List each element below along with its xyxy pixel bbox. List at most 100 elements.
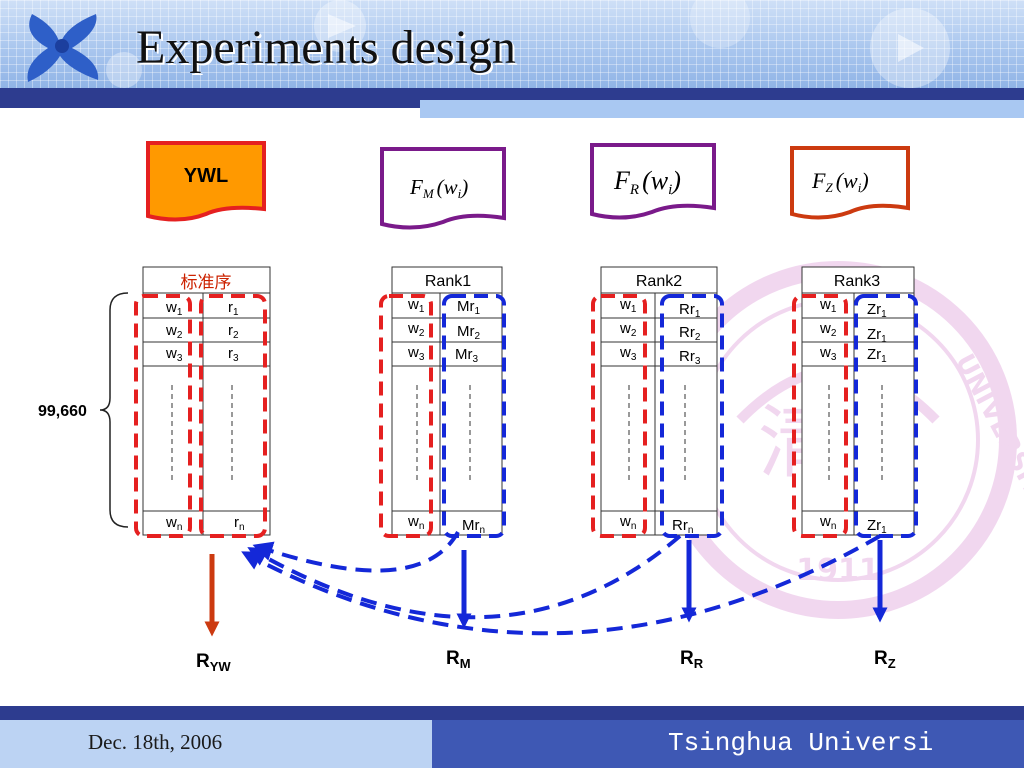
std-wn-sub: n bbox=[177, 522, 183, 533]
std-w2: w bbox=[165, 322, 177, 339]
rank1-w-dashed-frame bbox=[379, 294, 433, 538]
decor-circle bbox=[690, 0, 750, 48]
header-banner bbox=[0, 0, 1024, 90]
svg-text:r3: r3 bbox=[228, 345, 239, 364]
fm-arg: (w bbox=[437, 175, 458, 199]
rank2-table: Rank2 w1 Rr1 w2 Rr2 w3 Rr3 wn Rrn bbox=[591, 266, 724, 538]
svg-text:Mr2: Mr2 bbox=[457, 323, 481, 342]
fz-source-box: FZ (wi) bbox=[790, 146, 910, 220]
fm-func: F bbox=[409, 175, 423, 199]
std-w2-sub: 2 bbox=[177, 330, 183, 341]
svg-text:w1: w1 bbox=[407, 296, 425, 315]
svg-text:wn: wn bbox=[407, 513, 424, 532]
header-decoration bbox=[27, 0, 950, 88]
svg-text:Zr1: Zr1 bbox=[867, 346, 887, 365]
svg-text:r1: r1 bbox=[228, 299, 239, 318]
std-w1: w bbox=[165, 299, 177, 316]
decor-play-icon bbox=[328, 14, 356, 38]
svg-text:Zr1: Zr1 bbox=[867, 517, 887, 536]
result-rr: RR bbox=[680, 648, 704, 671]
fr-sub: R bbox=[629, 182, 639, 198]
std-r-dashed-frame bbox=[199, 294, 267, 538]
svg-text:Zr1: Zr1 bbox=[867, 301, 887, 320]
svg-text:wn: wn bbox=[819, 513, 836, 532]
std-header: 标准序 bbox=[181, 273, 232, 292]
svg-text:w3: w3 bbox=[619, 344, 637, 363]
svg-text:w3: w3 bbox=[165, 345, 183, 364]
row-count-brace: 99,660 bbox=[38, 292, 129, 528]
fz-func: F bbox=[811, 168, 826, 193]
svg-text:Rr3: Rr3 bbox=[679, 348, 701, 367]
header-band-light bbox=[420, 100, 1024, 118]
decor-circle bbox=[106, 52, 142, 88]
result-ryw: RYW bbox=[196, 651, 231, 674]
result-rm: RM bbox=[446, 648, 471, 671]
std-w3-sub: 3 bbox=[177, 353, 183, 364]
fr-arg: (w bbox=[642, 166, 669, 195]
std-w-dashed-frame bbox=[134, 294, 192, 538]
footer-date: Dec. 18th, 2006 bbox=[88, 730, 223, 754]
fm-sub: M bbox=[422, 186, 435, 201]
svg-text:Zr1: Zr1 bbox=[867, 326, 887, 345]
rank3-table: Rank3 w1 Zr1 w2 Zr1 w3 Zr1 wn Zr1 bbox=[792, 266, 918, 538]
header-grid-pattern bbox=[0, 0, 1024, 90]
rank1-table: Rank1 w1 Mr1 w2 Mr2 w3 Mr3 wn Mrn bbox=[379, 266, 506, 538]
std-r3-sub: 3 bbox=[233, 353, 239, 364]
rank2-header: Rank2 bbox=[636, 273, 682, 290]
fm-close: ) bbox=[460, 175, 468, 199]
slide-title: Experiments design bbox=[136, 21, 516, 74]
std-r1: r bbox=[228, 299, 233, 316]
std-rn-sub: n bbox=[239, 522, 245, 533]
std-wn: w bbox=[165, 514, 177, 531]
svg-text:wn: wn bbox=[619, 513, 636, 532]
row-count-label: 99,660 bbox=[38, 403, 87, 420]
curve-arrow-rank1 bbox=[252, 531, 460, 573]
svg-text:Mrn: Mrn bbox=[462, 517, 485, 536]
svg-text:w2: w2 bbox=[407, 320, 425, 339]
footer-right-panel bbox=[432, 720, 1024, 768]
svg-text:FR(wi): FR (wi) bbox=[613, 166, 681, 198]
svg-text:Rrn: Rrn bbox=[672, 517, 693, 536]
footer-band bbox=[0, 706, 1024, 720]
svg-text:w3: w3 bbox=[819, 344, 837, 363]
rank3-r-dashed-frame bbox=[854, 294, 918, 538]
seal-university-text: UNIVERSITY bbox=[949, 349, 1024, 519]
svg-text:FZ(wi): FZ (wi) bbox=[811, 168, 869, 195]
fz-sub: Z bbox=[825, 180, 833, 195]
std-r2-sub: 2 bbox=[233, 330, 239, 341]
curve-arrow-rank3 bbox=[241, 534, 881, 636]
svg-text:wn: wn bbox=[165, 514, 182, 533]
std-r3: r bbox=[228, 345, 233, 362]
std-rn: r bbox=[234, 514, 239, 531]
std-order-table: 标准序 w1 r1 w2 r2 w3 r3 wn rn bbox=[134, 266, 271, 538]
svg-text:Mr1: Mr1 bbox=[457, 298, 481, 317]
svg-text:r2: r2 bbox=[228, 322, 239, 341]
fm-source-box: FM (wi) bbox=[380, 147, 506, 230]
svg-text:Rr1: Rr1 bbox=[679, 301, 701, 320]
logo-x-icon bbox=[27, 14, 99, 82]
svg-text:rn: rn bbox=[234, 514, 245, 533]
rank1-r-dashed-frame bbox=[442, 294, 506, 538]
fr-arg-sub: i bbox=[668, 182, 672, 198]
fr-func: F bbox=[613, 166, 631, 195]
rank2-w-dashed-frame bbox=[591, 294, 647, 538]
fr-source-box: FR (wi) bbox=[590, 143, 716, 220]
fm-arg-sub: i bbox=[458, 186, 462, 201]
ywl-label: YWL bbox=[184, 165, 228, 187]
ywl-source-box: YWL bbox=[146, 141, 266, 222]
footer-organization: Tsinghua Universi bbox=[668, 728, 934, 758]
std-r1-sub: 1 bbox=[233, 307, 239, 318]
comparison-arrows bbox=[241, 531, 881, 636]
footer-bar bbox=[0, 706, 1024, 768]
svg-text:Rr2: Rr2 bbox=[679, 324, 701, 343]
result-rz: RZ bbox=[874, 648, 896, 671]
decor-play-icon bbox=[898, 34, 924, 62]
svg-text:w2: w2 bbox=[819, 320, 837, 339]
fr-close: ) bbox=[670, 166, 681, 195]
std-r2: r bbox=[228, 322, 233, 339]
rank1-header: Rank1 bbox=[425, 273, 471, 290]
seal-year: 1911 bbox=[796, 553, 880, 588]
svg-text:w3: w3 bbox=[407, 344, 425, 363]
fz-close: ) bbox=[859, 168, 868, 193]
